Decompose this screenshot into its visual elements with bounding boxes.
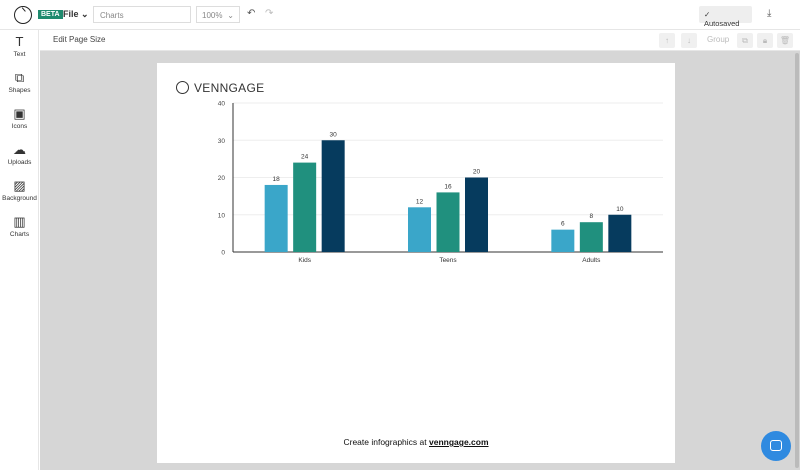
autosaved-label: Autosaved — [704, 19, 740, 28]
venngage-logo-icon[interactable] — [14, 6, 32, 24]
chevron-down-icon: ⌄ — [227, 11, 234, 20]
bar[interactable] — [408, 207, 431, 252]
bar[interactable] — [264, 184, 288, 252]
undo-icon[interactable]: ↶ — [247, 8, 256, 19]
sidebar-item-charts[interactable]: ▥ Charts — [0, 214, 39, 239]
sidebar-item-text[interactable]: T Text — [0, 34, 39, 59]
brand-name: VENNGAGE — [194, 81, 265, 95]
footer-link[interactable]: venngage.com — [429, 437, 489, 447]
y-tick-label: 10 — [218, 212, 226, 219]
chevron-down-icon: ⌄ — [81, 9, 89, 19]
duplicate-icon[interactable]: ⧉ — [737, 33, 753, 48]
redo-icon[interactable]: ↷ — [265, 8, 274, 19]
lock-icon[interactable]: 🔒︎ — [757, 33, 773, 48]
data-label: 16 — [444, 183, 452, 190]
move-down-button[interactable]: ↓ — [681, 33, 697, 48]
zoom-select[interactable]: 100% ⌄ — [196, 6, 240, 23]
design-page: VENNGAGE 0 10 20 30 40 18 24 30 Kids 12 16 20 Teens 6… — [157, 63, 675, 463]
bar[interactable] — [465, 177, 488, 253]
background-icon: ▨ — [13, 178, 26, 193]
sidebar-item-shapes[interactable]: ⧉ Shapes — [0, 70, 39, 95]
download-icon[interactable]: ⤓ — [767, 8, 772, 19]
edit-page-size-button[interactable]: Edit Page Size — [53, 35, 106, 44]
sidebar-label: Charts — [9, 231, 30, 238]
bar[interactable] — [436, 192, 460, 252]
x-tick-label: Teens — [439, 257, 457, 264]
chat-icon — [770, 440, 782, 451]
bar[interactable] — [293, 162, 317, 252]
secondary-toolbar: Edit Page Size ↑ ↓ Group ⧉ 🔒︎ 🗑︎ — [40, 30, 800, 51]
sidebar-item-uploads[interactable]: ☁ Uploads — [0, 142, 39, 167]
sidebar-label: Shapes — [8, 87, 31, 94]
charts-icon: ▥ — [13, 214, 26, 229]
left-sidebar: T Text ⧉ Shapes ▣ Icons ☁ Uploads ▨ Backgroun… — [0, 30, 39, 470]
icons-icon: ▣ — [13, 106, 26, 121]
sidebar-label: Icons — [11, 123, 28, 130]
top-toolbar: BETA File ⌄ Charts 100% ⌄ ↶ ↷ ✓ Autosaved… — [0, 0, 800, 30]
x-tick-label: Adults — [582, 257, 601, 264]
chat-support-button[interactable] — [761, 431, 791, 461]
bar[interactable] — [321, 140, 345, 252]
document-title-input[interactable]: Charts — [93, 6, 191, 23]
y-tick-label: 40 — [218, 101, 226, 108]
trash-icon[interactable]: 🗑︎ — [777, 33, 793, 48]
beta-badge: BETA — [38, 10, 63, 19]
footer-text: Create infographics at — [343, 437, 429, 447]
sidebar-label: Text — [13, 51, 26, 58]
sidebar-item-icons[interactable]: ▣ Icons — [0, 106, 39, 131]
footer-credit: Create infographics at venngage.com — [157, 437, 675, 447]
shapes-icon: ⧉ — [14, 70, 25, 85]
y-tick-label: 20 — [218, 175, 226, 182]
move-up-button[interactable]: ↑ — [659, 33, 675, 48]
text-icon: T — [15, 34, 24, 49]
file-menu[interactable]: File ⌄ — [63, 9, 89, 20]
x-tick-label: Kids — [298, 257, 311, 264]
y-tick-label: 30 — [218, 138, 226, 145]
data-label: 8 — [590, 213, 594, 220]
data-label: 24 — [301, 154, 309, 161]
group-button[interactable]: Group — [707, 35, 730, 44]
data-label: 6 — [561, 221, 565, 228]
upload-cloud-icon: ☁ — [13, 142, 26, 157]
check-circle-icon: ✓ — [704, 10, 711, 19]
vertical-scrollbar[interactable] — [795, 53, 799, 468]
bar[interactable] — [608, 214, 632, 252]
data-label: 12 — [416, 198, 424, 205]
y-tick-label: 0 — [221, 250, 225, 257]
data-label: 20 — [473, 169, 481, 176]
sidebar-item-background[interactable]: ▨ Background — [0, 178, 39, 203]
sidebar-label: Uploads — [7, 159, 32, 166]
zoom-value: 100% — [202, 11, 223, 20]
data-label: 10 — [616, 206, 624, 213]
bar[interactable] — [551, 229, 575, 252]
bar[interactable] — [579, 222, 603, 252]
bar-chart[interactable]: 0 10 20 30 40 18 24 30 Kids 12 16 20 Teens 6 8 10 Adults — [157, 63, 675, 283]
data-label: 18 — [273, 176, 281, 183]
data-label: 30 — [330, 131, 338, 138]
sidebar-label: Background — [2, 195, 37, 202]
autosaved-button[interactable]: ✓ Autosaved — [699, 6, 752, 28]
venngage-brand-icon — [176, 81, 189, 94]
file-label: File — [63, 9, 79, 19]
